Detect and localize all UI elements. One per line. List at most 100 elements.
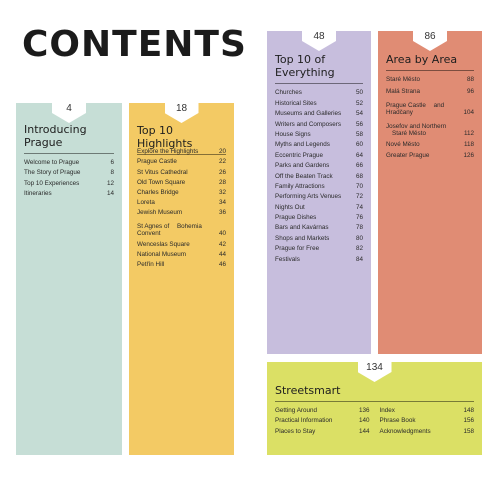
toc-entry[interactable]: The Story of Prague 8	[24, 166, 114, 176]
toc-entry[interactable]: Festivals 84	[275, 252, 363, 263]
toc-entry-page: 68	[355, 172, 363, 180]
toc-entry-label: Performing Arts Venues	[275, 193, 342, 201]
toc-entry[interactable]: St Vitus Cathedral 26	[137, 165, 226, 176]
toc-entry[interactable]: Family Attractions 70	[275, 180, 363, 190]
toc-entry[interactable]: Places to Stay 144	[275, 424, 370, 435]
section-title-line: Everything	[275, 66, 335, 79]
toc-entry-page: 82	[355, 245, 363, 253]
toc-entry-label: The Story of Prague	[24, 169, 81, 177]
toc-entry[interactable]: Historical Sites 52	[275, 96, 363, 107]
toc-entry-page: 52	[355, 99, 363, 107]
section-page-tab: 134	[357, 362, 392, 382]
toc-entry[interactable]: Shops and Markets 80	[275, 231, 363, 242]
toc-entry[interactable]: National Museum 44	[137, 248, 226, 258]
toc-entry[interactable]: Charles Bridge 32	[137, 186, 226, 196]
toc-entry-label: House Signs	[275, 130, 311, 138]
toc-entry[interactable]: Prague Castle and Hradčany 104	[386, 95, 474, 116]
toc-entry-label: Itineraries	[24, 189, 52, 197]
toc-entry[interactable]: Index 148	[380, 404, 475, 414]
toc-entry[interactable]: Explore the Highlights 20	[137, 145, 226, 155]
toc-entry-label: Jewish Museum	[137, 209, 183, 217]
toc-entry-page: 76	[355, 214, 363, 222]
toc-entry[interactable]: Museums and Galleries 54	[275, 107, 363, 117]
toc-entry[interactable]: Jewish Museum 36	[137, 206, 226, 216]
toc-entry-page: 84	[355, 255, 363, 263]
toc-entry[interactable]: Josefov and Northern Staré Město 112	[386, 116, 474, 137]
toc-entry[interactable]: Off the Beaten Track 68	[275, 169, 363, 180]
toc-entry-label: Parks and Gardens	[275, 162, 330, 170]
toc-entry-label: Prague for Free	[275, 245, 320, 253]
toc-entry-page: 36	[218, 209, 226, 217]
toc-entry[interactable]: Churches 50	[275, 86, 363, 96]
toc-entry-page: 20	[218, 148, 226, 156]
toc-entry[interactable]: Malá Strana 96	[386, 83, 474, 95]
toc-entry[interactable]: Petřín Hill 46	[137, 258, 226, 268]
toc-entry[interactable]: Nové Město 118	[386, 137, 474, 148]
toc-entry-label: Festivals	[275, 255, 300, 263]
toc-entry[interactable]: Greater Prague 126	[386, 148, 474, 159]
toc-entry-label-line: Josefov and Northern	[386, 123, 447, 131]
toc-entry-page: 136	[358, 407, 370, 415]
toc-entry[interactable]: Getting Around 136	[275, 404, 370, 414]
toc-entry[interactable]: Phrase Book 156	[380, 414, 475, 424]
section-introducing-prague: 4 Introducing Prague Welcome to Prague 6 …	[16, 103, 122, 455]
toc-entry-label: Prague Dishes	[275, 214, 317, 222]
toc-entry-label: Old Town Square	[137, 178, 186, 186]
toc-entry-label-line: and Hradčany	[386, 102, 445, 117]
toc-entry-label: Shops and Markets	[275, 234, 330, 242]
toc-entry[interactable]: Practical Information 140	[275, 414, 370, 424]
toc-entry[interactable]: Welcome to Prague 6	[24, 156, 114, 166]
toc-entry-page: 70	[355, 182, 363, 190]
toc-entry-page: 58	[355, 130, 363, 138]
toc-entry[interactable]: House Signs 58	[275, 128, 363, 138]
toc-list: Staré Město 88 Malá Strana 96 Prague Castl…	[386, 73, 474, 159]
toc-entry-label: Greater Prague	[386, 152, 430, 160]
section-title: Introducing Prague	[24, 123, 114, 154]
toc-entry[interactable]: Prague Castle 22	[137, 155, 226, 165]
toc-entry[interactable]: Top 10 Experiences 12	[24, 176, 114, 187]
toc-entry[interactable]: Parks and Gardens 66	[275, 159, 363, 169]
toc-entry-label: Charles Bridge	[137, 188, 179, 196]
toc-entry-label: Museums and Galleries	[275, 110, 342, 118]
toc-entry-label: Top 10 Experiences	[24, 179, 80, 187]
toc-entry-page: 66	[355, 162, 363, 170]
toc-entry-page: 126	[463, 152, 474, 160]
toc-entry-page: 64	[355, 151, 363, 159]
toc-list: Getting Around 136 Practical Information 1…	[275, 404, 370, 435]
toc-entry[interactable]: Old Town Square 28	[137, 176, 226, 186]
toc-entry[interactable]: Performing Arts Venues 72	[275, 190, 363, 200]
toc-entry-page: 88	[466, 76, 474, 84]
toc-list: Welcome to Prague 6 The Story of Prague 8 …	[24, 156, 114, 197]
section-top-10-highlights: 18 Top 10 Highlights Explore the Highlig…	[129, 103, 234, 455]
toc-entry[interactable]: Acknowledgments 158	[380, 424, 475, 435]
toc-entry-label: Getting Around	[275, 407, 318, 415]
toc-entry-label: Churches	[275, 89, 302, 97]
section-title: Streetsmart	[275, 384, 474, 402]
toc-entry[interactable]: Itineraries 14	[24, 187, 114, 197]
toc-entry-page: 22	[218, 158, 226, 166]
toc-entry-label: Explore the Highlights	[137, 148, 199, 156]
toc-entry[interactable]: Prague Dishes 76	[275, 211, 363, 221]
toc-entry[interactable]: Myths and Legends 60	[275, 138, 363, 148]
toc-entry-label: Nights Out	[275, 203, 305, 211]
toc-entry-page: 26	[218, 168, 226, 176]
toc-entry[interactable]: Eccentric Prague 64	[275, 148, 363, 159]
toc-entry-label: Prague Castle and Hradčany	[386, 102, 460, 116]
toc-entry[interactable]: Bars and Kavárnas 78	[275, 221, 363, 231]
toc-entry[interactable]: Loreta 34	[137, 196, 226, 206]
toc-entry-page: 12	[106, 179, 114, 187]
toc-entry-page: 32	[218, 188, 226, 196]
toc-entry-page: 148	[463, 407, 474, 415]
toc-list: Index 148 Phrase Book 156 Acknowledgments 1…	[380, 404, 475, 435]
toc-entry[interactable]: Prague for Free 82	[275, 242, 363, 252]
toc-entry-label: Places to Stay	[275, 427, 316, 435]
toc-entry[interactable]: Staré Město 88	[386, 73, 474, 83]
toc-entry[interactable]: Nights Out 74	[275, 200, 363, 211]
toc-entry-label: Staré Město	[386, 76, 420, 84]
toc-entry-page: 8	[110, 169, 114, 177]
toc-entry[interactable]: Wenceslas Square 42	[137, 237, 226, 248]
toc-entry-label: Historical Sites	[275, 99, 317, 107]
toc-entry[interactable]: Writers and Composers 56	[275, 117, 363, 128]
toc-entry-page: 54	[355, 110, 363, 118]
toc-entry[interactable]: St Agnes of Bohemia Convent 40	[137, 216, 226, 237]
